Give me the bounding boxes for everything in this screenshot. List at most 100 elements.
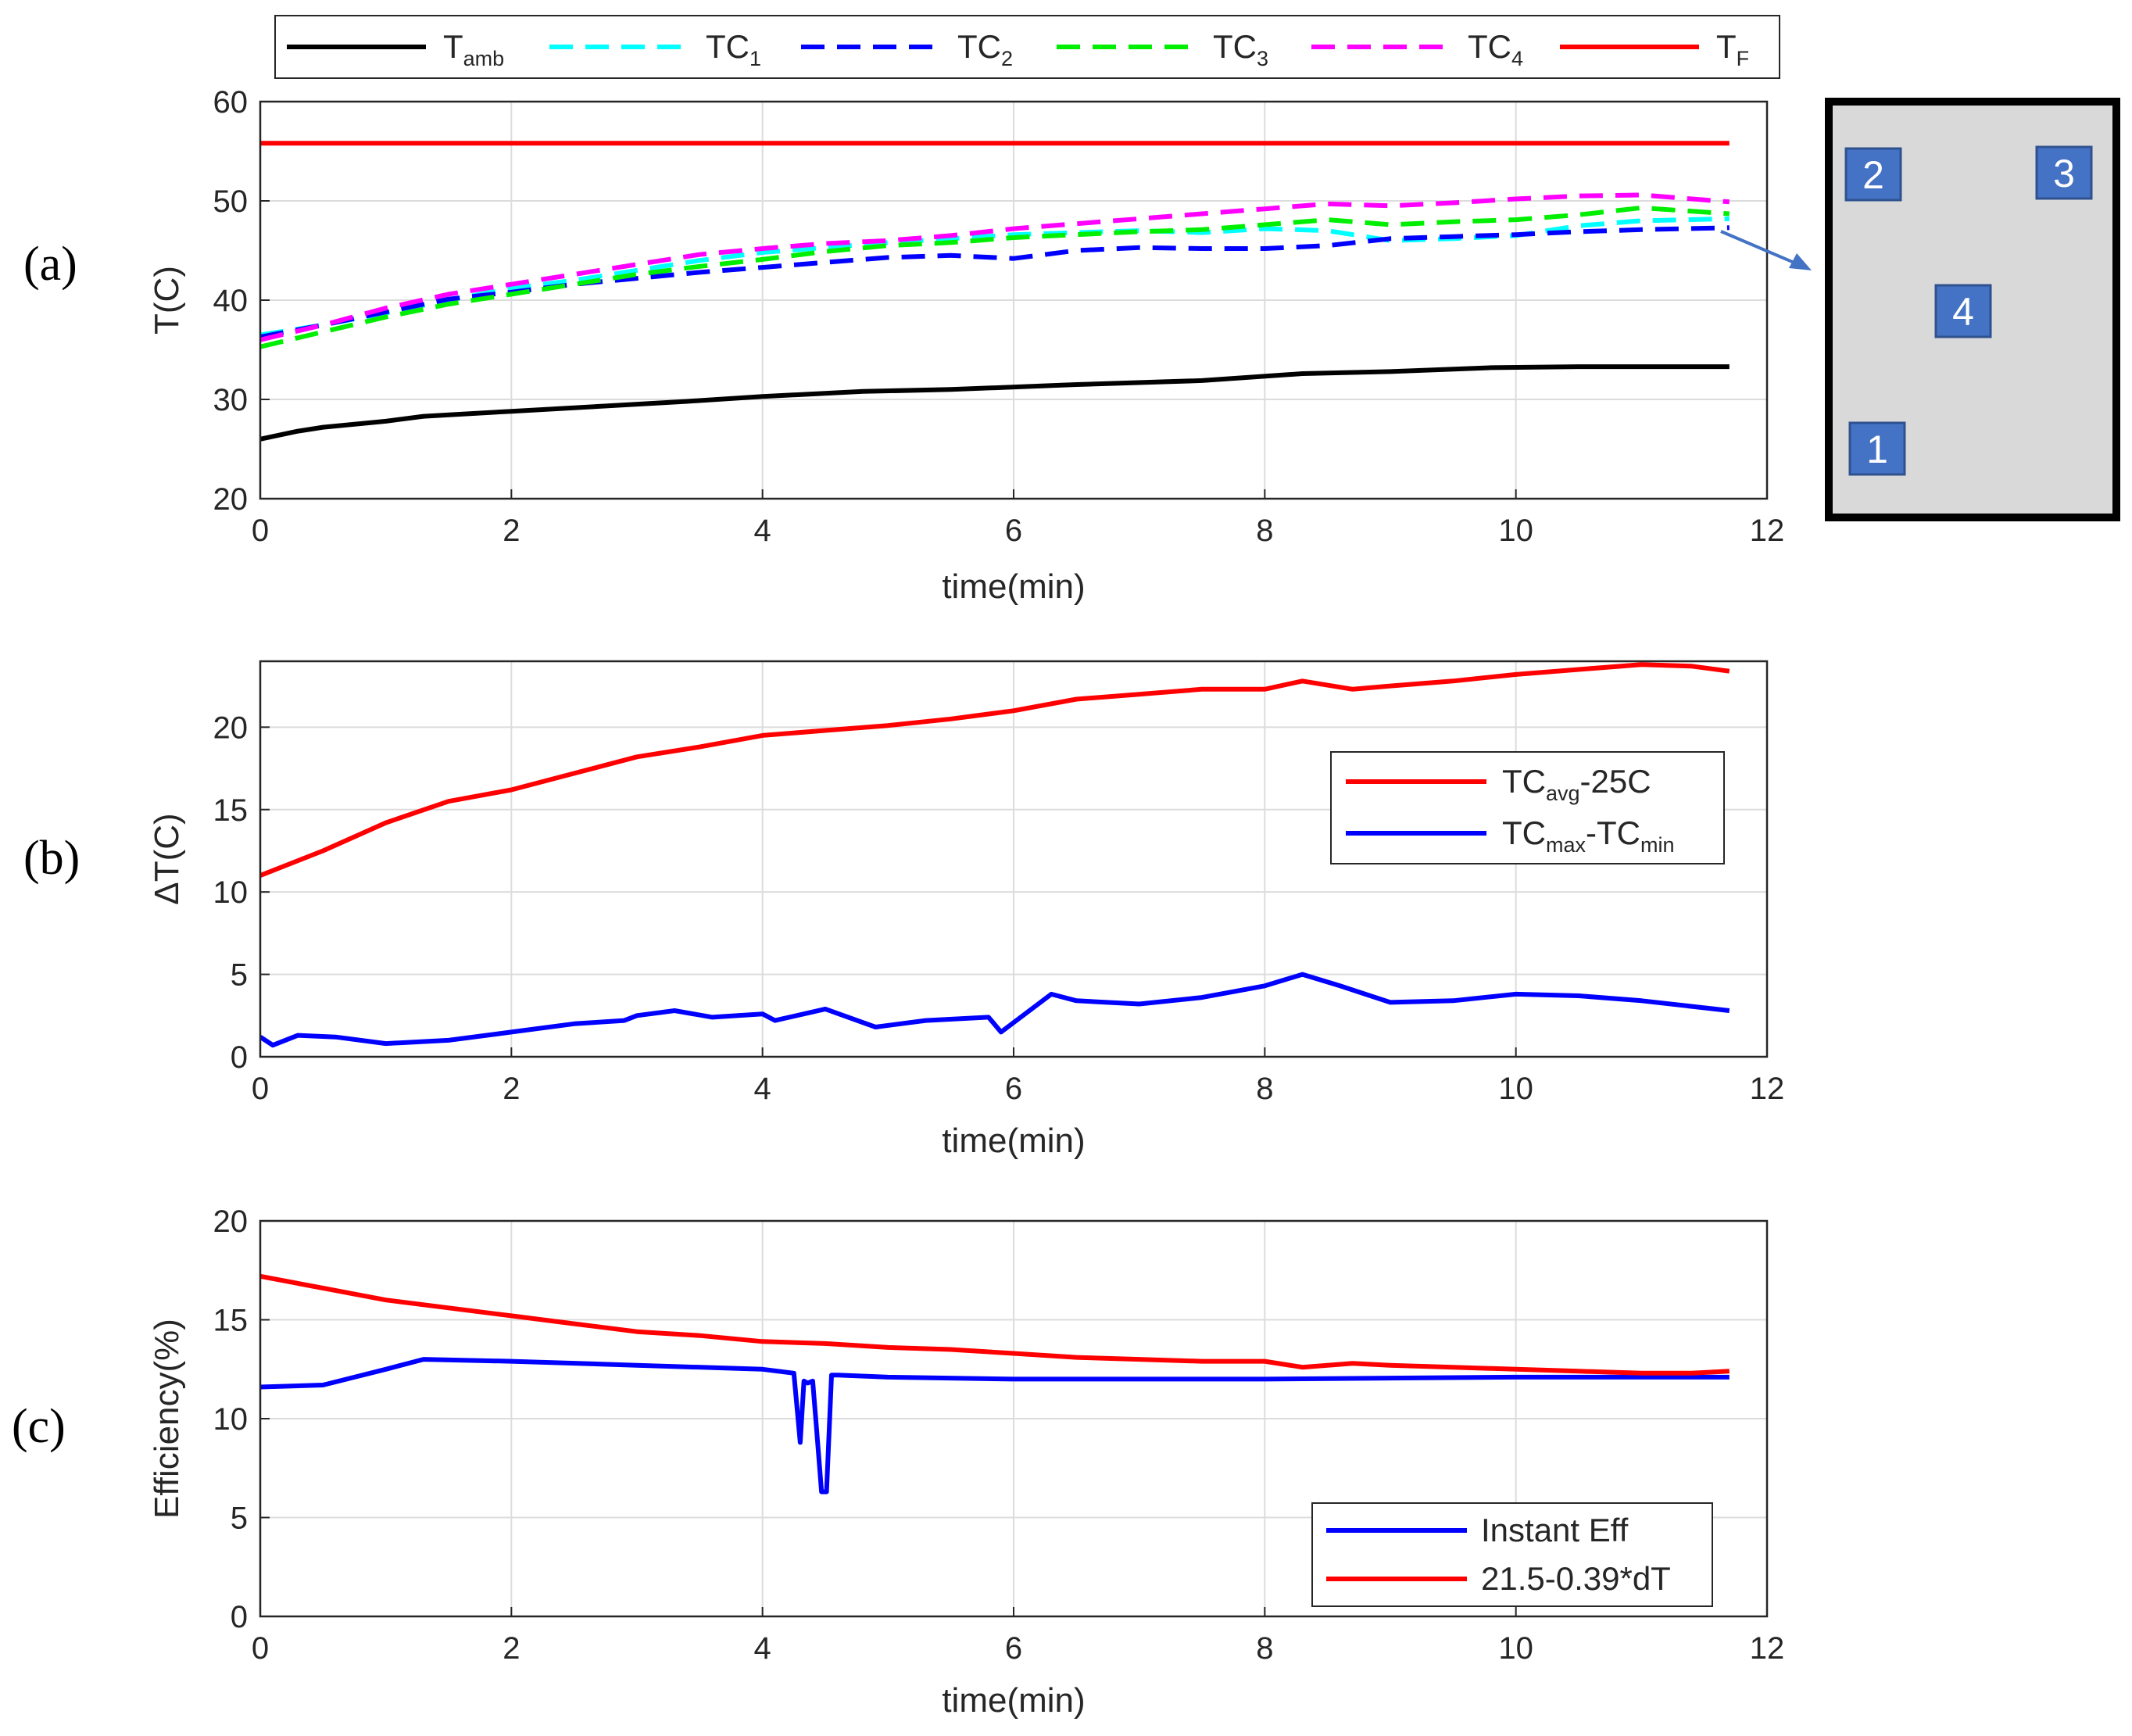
x-tick-label: 0 <box>252 1631 269 1666</box>
x-axis-label: time(min) <box>942 567 1085 606</box>
legend-label-Tamb: Tamb <box>443 28 504 70</box>
legend-text-main: TC <box>957 28 1001 65</box>
legend-text-subscript: 2 <box>1001 47 1013 70</box>
chart-panel-c: 0 2 4 6 8 10 12 0 5 10 15 20 time(min) Efficiency(%) (… <box>12 1204 1784 1720</box>
legend-box <box>274 15 1780 79</box>
y-axis-label: T(C) <box>148 266 186 335</box>
panel-label: (b) <box>23 832 80 885</box>
x-axis-label: time(min) <box>942 1681 1085 1720</box>
series-line-TC1 <box>260 216 1730 338</box>
x-tick-label: 4 <box>754 514 771 548</box>
x-tick-label: 2 <box>503 1631 520 1666</box>
series-line-model <box>260 1273 1730 1376</box>
y-tick-label: 5 <box>231 958 248 993</box>
legend-text-main: 21.5-0.39*dT <box>1481 1560 1671 1597</box>
legend-text-subscript: min <box>1640 833 1675 857</box>
y-tick-label: 15 <box>213 1304 249 1338</box>
x-tick-label: 2 <box>503 514 520 548</box>
legend-box <box>1330 751 1725 864</box>
y-tick-label: 20 <box>213 711 249 745</box>
sensor-label-2: 2 <box>1862 153 1884 197</box>
legend-text-suffix: -25C <box>1580 763 1651 800</box>
legend-label-avg: TCavg-25C <box>1502 763 1651 805</box>
chart-panel-b: 0 2 4 6 8 10 12 0 5 10 15 20 time(min) ΔT(C) (b) <box>23 660 1785 1160</box>
legend-text-main: TC <box>1468 28 1511 65</box>
sensor-marker-1: 1 <box>1848 421 1906 476</box>
plot-frame <box>259 1219 1769 1618</box>
series-group <box>260 141 1730 442</box>
legend-text-main: -TC <box>1586 814 1640 851</box>
y-tick-label: 15 <box>213 793 249 828</box>
legend-text-main: Instant Eff <box>1481 1512 1629 1548</box>
x-tick-label: 10 <box>1498 514 1533 548</box>
sensor-label-3: 3 <box>2053 152 2075 195</box>
legend-label-TC1: TC1 <box>706 28 761 70</box>
x-axis-label: time(min) <box>942 1122 1085 1160</box>
legend-text-main: T <box>443 28 463 65</box>
legend-c: Instant Eff 21.5-0.39*dT <box>1311 1502 1713 1607</box>
series-line-avg <box>260 662 1730 878</box>
x-tick-label: 6 <box>1005 514 1022 548</box>
x-tick-label: 4 <box>754 1631 771 1666</box>
x-tick-label: 8 <box>1256 1631 1273 1666</box>
sensor-marker-4: 4 <box>1934 284 1992 338</box>
legend-label-TC3: TC3 <box>1213 28 1268 70</box>
sensor-layout-inset: 2 3 4 1 <box>1720 98 2120 521</box>
legend-a: Tamb TC1 TC2 TC3 TC4 TF <box>274 15 1780 79</box>
x-tick-label: 12 <box>1750 1072 1785 1106</box>
series-group <box>260 1273 1730 1494</box>
legend-text-main: TC <box>1502 763 1546 800</box>
x-tick-label: 12 <box>1750 1631 1785 1666</box>
legend-text-subscript: 4 <box>1511 47 1523 70</box>
y-tick-label: 50 <box>213 184 249 219</box>
y-tick-label: 0 <box>231 1040 248 1075</box>
sensor-label-1: 1 <box>1866 428 1888 471</box>
plot-frame <box>259 660 1769 1058</box>
y-tick-label: 60 <box>213 85 249 120</box>
chart-panel-a: 0 2 4 6 8 10 12 20 30 40 50 60 time(min) T(C) (a) <box>23 85 1784 606</box>
legend-text-subscript: 3 <box>1257 47 1268 70</box>
legend-text-main: T <box>1716 28 1737 65</box>
sensor-marker-3: 3 <box>2035 145 2093 200</box>
legend-text-main: TC <box>706 28 749 65</box>
x-tick-label: 0 <box>252 1072 269 1106</box>
chart-legends: Tamb TC1 TC2 TC3 TC4 TFTCavg-25CTCmax-TCminIn… <box>274 15 1780 1607</box>
series-line-inst <box>260 1357 1730 1494</box>
legend-text-subscript: F <box>1737 47 1750 70</box>
x-tick-label: 12 <box>1750 514 1785 548</box>
y-tick-label: 40 <box>213 284 249 318</box>
y-tick-label: 20 <box>213 1204 249 1239</box>
series-group <box>260 662 1730 1048</box>
inset-pointer-arrow <box>1720 230 1812 270</box>
series-line-TC3 <box>260 205 1730 349</box>
y-tick-label: 10 <box>213 1402 249 1437</box>
sensor-label-4: 4 <box>1952 290 1974 334</box>
series-line-TC4 <box>260 192 1730 342</box>
x-tick-label: 10 <box>1498 1631 1533 1666</box>
x-tick-label: 2 <box>503 1072 520 1106</box>
panel-label: (c) <box>12 1400 66 1453</box>
plot-frame <box>259 100 1769 500</box>
x-tick-label: 8 <box>1256 1072 1273 1106</box>
y-tick-label: 30 <box>213 383 249 417</box>
legend-label-inst: Instant Eff <box>1481 1512 1629 1548</box>
panel-label: (a) <box>23 238 77 291</box>
series-line-TC2 <box>260 225 1730 339</box>
x-tick-label: 10 <box>1498 1072 1533 1106</box>
y-axis-label: ΔT(C) <box>148 813 186 904</box>
legend-text-subscript: max <box>1546 833 1586 857</box>
series-line-Tamb <box>260 364 1730 442</box>
y-tick-label: 5 <box>231 1502 248 1536</box>
legend-text-subscript: 1 <box>749 47 761 70</box>
legend-box <box>1311 1502 1713 1607</box>
legend-text-subscript: avg <box>1546 782 1580 805</box>
legend-label-TC4: TC4 <box>1468 28 1523 70</box>
series-line-range <box>260 972 1730 1048</box>
y-axis-label: Efficiency(%) <box>148 1319 186 1519</box>
legend-label-range: TCmax-TCmin <box>1502 814 1675 857</box>
sensor-marker-2: 2 <box>1844 147 1902 202</box>
legend-text-main: TC <box>1213 28 1257 65</box>
legend-label-model: 21.5-0.39*dT <box>1481 1560 1671 1597</box>
